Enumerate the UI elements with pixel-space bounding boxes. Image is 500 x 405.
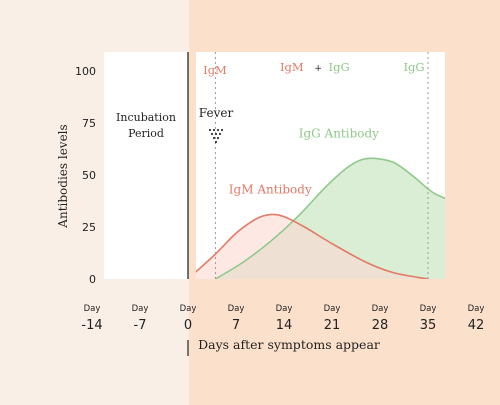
fever-dot-8 — [216, 136, 220, 140]
phase-label-igm: IgM — [203, 63, 227, 77]
x-tick-prefix-1: Day — [132, 304, 149, 314]
y-axis-label: Antibodies levels — [56, 124, 70, 228]
incubation-label-line2: Period — [128, 127, 164, 140]
series-label-igm: IgM Antibody — [229, 183, 312, 197]
x-tick-value-5: 21 — [324, 318, 341, 333]
fever-label: Fever — [199, 106, 234, 120]
series-areas — [196, 157, 445, 279]
x-tick-prefix-0: Day — [84, 304, 101, 314]
fever-dot-3 — [220, 128, 224, 132]
x-tick-prefix-6: Day — [372, 304, 389, 314]
x-tick-prefix-3: Day — [228, 304, 245, 314]
phase-label-igm-igg: IgM + IgG — [280, 60, 350, 74]
igm-area — [196, 214, 428, 279]
x-axis-label: Days after symptoms appear — [198, 337, 380, 352]
fever-dot-5 — [214, 132, 218, 136]
incubation-label-line1: Incubation — [116, 111, 176, 124]
fever-dot-2 — [216, 128, 220, 132]
x-tick-prefix-7: Day — [420, 304, 437, 314]
x-tick-prefix-5: Day — [324, 304, 341, 314]
clipped-series — [196, 157, 445, 279]
x-tick-value-4: 14 — [276, 318, 293, 333]
y-tick-2: 50 — [82, 169, 96, 182]
phase-label-igm-part: IgM — [280, 60, 304, 74]
x-tick-value-3: 7 — [232, 318, 240, 333]
phase-label-igg: IgG — [403, 60, 424, 74]
fever-dot-1 — [212, 128, 216, 132]
phase-label-igg-part: IgG — [329, 60, 350, 74]
fever-dot-6 — [218, 132, 222, 136]
x-tick-prefix-2: Day — [180, 304, 197, 314]
y-tick-3: 75 — [82, 117, 96, 130]
x-tick-value-8: 42 — [468, 318, 485, 333]
fever-icon — [208, 128, 224, 144]
x-tick-value-1: -7 — [134, 318, 147, 333]
x-axis-ticks: Day -14 Day -7 Day 0 Day 7 Day 14 Day 21 Day 28 Day 35 D… — [81, 304, 484, 333]
x-tick-value-0: -14 — [81, 318, 102, 333]
y-tick-1: 25 — [82, 221, 96, 234]
x-tick-value-2: 0 — [184, 318, 192, 333]
phase-label-plus: + — [314, 64, 322, 74]
x-tick-prefix-8: Day — [468, 304, 485, 314]
x-tick-value-6: 28 — [372, 318, 389, 333]
incubation-panel — [104, 52, 188, 279]
fever-dot-4 — [210, 132, 214, 136]
y-tick-0: 0 — [89, 273, 96, 286]
y-tick-4: 100 — [75, 65, 96, 78]
fever-dot-9 — [214, 140, 218, 144]
igm-line — [196, 213, 429, 279]
series-label-igg: IgG Antibody — [299, 127, 379, 141]
fever-dot-0 — [208, 128, 212, 132]
igg-line — [215, 157, 445, 279]
fever-dot-7 — [212, 136, 216, 140]
x-tick-prefix-4: Day — [276, 304, 293, 314]
y-axis-ticks: 0 25 50 75 100 — [75, 65, 96, 286]
x-tick-value-7: 35 — [420, 318, 437, 333]
